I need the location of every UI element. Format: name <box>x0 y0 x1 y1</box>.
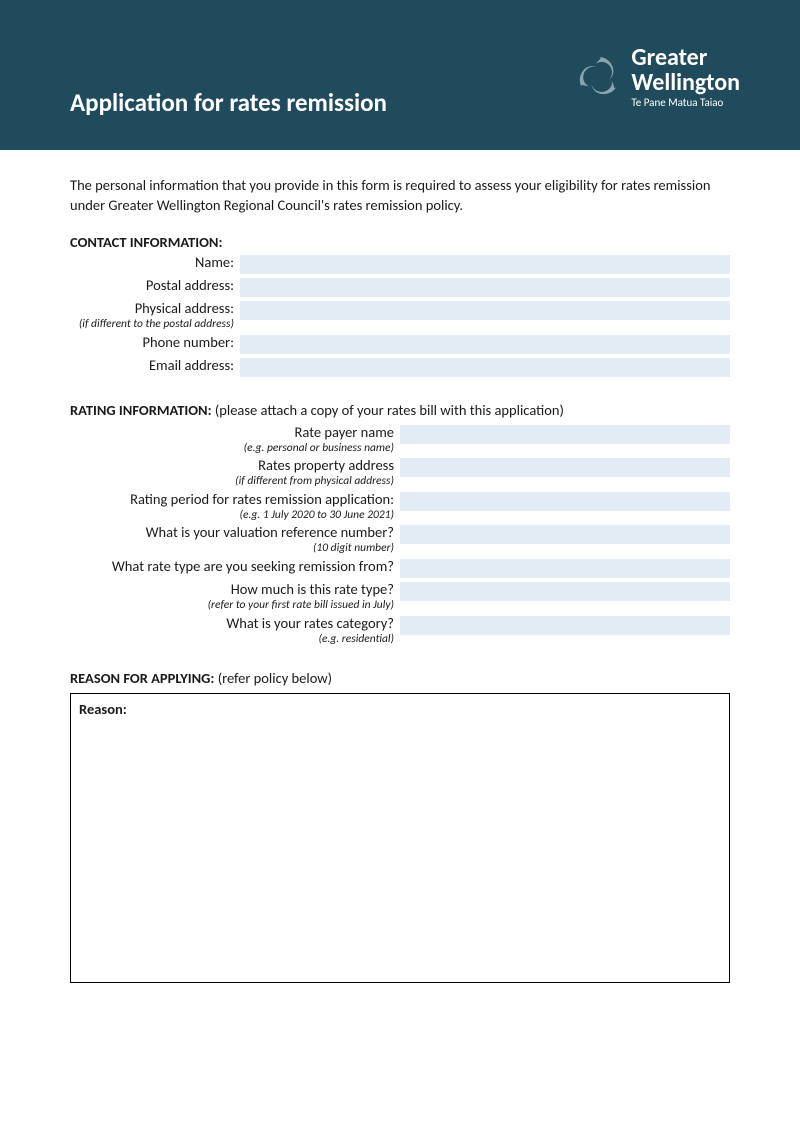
amount-hint: (refer to your first rate bill issued in… <box>70 599 394 612</box>
field-email: Email address: <box>70 358 730 377</box>
ratetype-label: What rate type are you seeking remission… <box>112 557 394 575</box>
propaddr-hint: (if different from physical address) <box>70 475 394 488</box>
logo-line3: Te Pane Matua Taiao <box>631 97 740 109</box>
payer-hint: (e.g. personal or business name) <box>70 442 394 455</box>
amount-label: How much is this rate type? <box>231 580 394 598</box>
rating-heading-bold: RATING INFORMATION: <box>70 401 215 419</box>
swirl-logo-icon <box>575 53 623 101</box>
logo-text: Greater Wellington Te Pane Matua Taiao <box>631 45 740 109</box>
category-label: What is your rates category? <box>226 614 394 632</box>
email-label: Email address: <box>149 356 234 374</box>
physical-input[interactable] <box>240 301 730 320</box>
logo-line2: Wellington <box>631 70 740 95</box>
email-input[interactable] <box>240 358 730 377</box>
field-postal: Postal address: <box>70 278 730 297</box>
field-category: What is your rates category? (e.g. resid… <box>70 616 730 646</box>
period-input[interactable] <box>400 492 730 511</box>
contact-section: Name: Postal address: Physical address: … <box>70 255 730 377</box>
name-label: Name: <box>195 253 234 271</box>
reason-box-label: Reason: <box>79 700 127 718</box>
postal-input[interactable] <box>240 278 730 297</box>
page-title: Application for rates remission <box>70 87 387 118</box>
field-payer: Rate payer name (e.g. personal or busine… <box>70 425 730 455</box>
reason-box[interactable]: Reason: <box>70 693 730 983</box>
period-label: Rating period for rates remission applic… <box>130 490 394 508</box>
field-period: Rating period for rates remission applic… <box>70 492 730 522</box>
valref-label: What is your valuation reference number? <box>146 523 394 541</box>
field-amount: How much is this rate type? (refer to yo… <box>70 582 730 612</box>
contact-heading-label: CONTACT INFORMATION: <box>70 233 222 251</box>
page-header: Greater Wellington Te Pane Matua Taiao A… <box>0 0 800 150</box>
category-hint: (e.g. residential) <box>70 633 394 646</box>
rating-section: Rate payer name (e.g. personal or busine… <box>70 425 730 645</box>
phone-input[interactable] <box>240 335 730 354</box>
physical-hint: (if different to the postal address) <box>70 318 234 331</box>
field-ratetype: What rate type are you seeking remission… <box>70 559 730 578</box>
rating-heading: RATING INFORMATION: (please attach a cop… <box>70 401 730 419</box>
field-name: Name: <box>70 255 730 274</box>
reason-heading: REASON FOR APPLYING: (refer policy below… <box>70 669 730 687</box>
propaddr-label: Rates property address <box>258 456 394 474</box>
physical-label: Physical address: <box>135 299 234 317</box>
period-hint: (e.g. 1 July 2020 to 30 June 2021) <box>70 509 394 522</box>
field-phone: Phone number: <box>70 335 730 354</box>
name-input[interactable] <box>240 255 730 274</box>
rating-heading-rest: (please attach a copy of your rates bill… <box>215 401 564 419</box>
field-valref: What is your valuation reference number?… <box>70 525 730 555</box>
category-input[interactable] <box>400 616 730 635</box>
intro-text: The personal information that you provid… <box>70 176 730 215</box>
valref-hint: (10 digit number) <box>70 542 394 555</box>
contact-heading: CONTACT INFORMATION: <box>70 233 730 251</box>
reason-heading-bold: REASON FOR APPLYING: <box>70 669 218 687</box>
payer-input[interactable] <box>400 425 730 444</box>
amount-input[interactable] <box>400 582 730 601</box>
form-content: The personal information that you provid… <box>0 150 800 1023</box>
logo: Greater Wellington Te Pane Matua Taiao <box>575 45 740 109</box>
payer-label: Rate payer name <box>295 423 394 441</box>
field-propaddr: Rates property address (if different fro… <box>70 458 730 488</box>
propaddr-input[interactable] <box>400 458 730 477</box>
phone-label: Phone number: <box>143 333 234 351</box>
valref-input[interactable] <box>400 525 730 544</box>
field-physical: Physical address: (if different to the p… <box>70 301 730 331</box>
ratetype-input[interactable] <box>400 559 730 578</box>
postal-label: Postal address: <box>146 276 234 294</box>
reason-heading-rest: (refer policy below) <box>218 669 332 687</box>
logo-line1: Greater <box>631 45 740 70</box>
